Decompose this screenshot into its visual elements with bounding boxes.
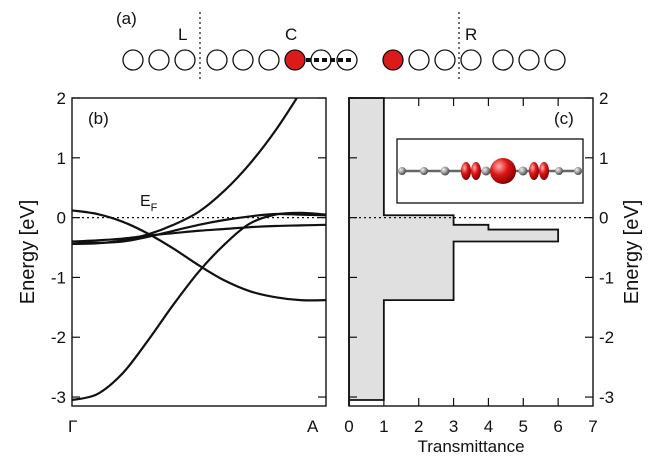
y-tick-label: -3 — [51, 388, 66, 407]
panel-b-band-structure: -3 -2 -1 0 1 2 (b) EF Γ A Energy [eV] — [17, 89, 327, 436]
x-tick-label: 7 — [588, 417, 597, 436]
x-tick-label: 1 — [379, 417, 388, 436]
y-tick-label: -2 — [51, 328, 66, 347]
orbital-lobe — [539, 162, 549, 180]
chain-atom — [174, 49, 196, 71]
fermi-label: EF — [140, 193, 158, 214]
panel-c-frame — [348, 97, 594, 407]
y-axis-title-right: Energy [eV] — [621, 200, 643, 305]
y-tick-label: 0 — [57, 209, 66, 228]
y-tick-label: -1 — [599, 268, 614, 287]
chain-atom — [492, 49, 514, 71]
chain-atom — [434, 49, 456, 71]
band-line-4 — [72, 223, 326, 243]
chain-atom — [258, 49, 280, 71]
chain-atom — [148, 49, 170, 71]
y-tick-label: 0 — [599, 209, 608, 228]
x-tick-label: 4 — [484, 417, 493, 436]
chain-atom-highlighted — [284, 49, 306, 71]
chain-atom — [460, 49, 482, 71]
atom — [398, 167, 406, 175]
band-line-3 — [72, 209, 326, 302]
panel-b-frame — [71, 97, 327, 407]
orbital-lobe — [461, 162, 471, 180]
chain-atom — [544, 49, 566, 71]
panel-a-chain-diagram: (a) L C R — [116, 9, 566, 80]
orbital-lobe — [471, 162, 481, 180]
chain-atom — [408, 49, 430, 71]
chain-atom — [232, 49, 254, 71]
y-tick-label: 2 — [57, 89, 66, 108]
x-tick-label: 2 — [414, 417, 423, 436]
atom — [555, 167, 563, 175]
band-line-5 — [72, 212, 326, 244]
panel-b-label: (b) — [88, 109, 109, 128]
x-tick-label: 3 — [449, 417, 458, 436]
x-tick-a: A — [307, 417, 319, 436]
x-tick-gamma: Γ — [68, 417, 77, 436]
atom — [574, 167, 582, 175]
region-label-left: L — [178, 25, 187, 44]
orbital-central — [490, 158, 516, 184]
x-tick-label: 0 — [344, 417, 353, 436]
orbital-lobe — [529, 162, 539, 180]
chain-atom — [122, 49, 144, 71]
panel-c-transmittance: -3 -2 -1 0 1 2 0 1 2 3 4 5 6 7 (c) Transmittance Ene… — [344, 89, 643, 456]
chain-atom — [206, 49, 228, 71]
x-axis-title: Transmittance — [417, 437, 524, 456]
y-tick-label: -2 — [599, 328, 614, 347]
atom — [481, 166, 491, 176]
x-tick-label: 5 — [519, 417, 528, 436]
x-tick-label: 6 — [553, 417, 562, 436]
panel-c-label: (c) — [554, 109, 574, 128]
transmittance-area — [348, 97, 560, 406]
region-label-center: C — [285, 25, 297, 44]
atom — [518, 166, 528, 176]
y-tick-label: 1 — [57, 149, 66, 168]
chain-atom — [518, 49, 540, 71]
atom — [420, 167, 428, 175]
y-tick-label: 1 — [599, 149, 608, 168]
region-label-right: R — [465, 25, 477, 44]
panel-a-label: (a) — [116, 9, 137, 28]
chain-atom-highlighted — [382, 49, 404, 71]
atom — [440, 166, 450, 176]
band-line-2 — [72, 211, 326, 402]
y-tick-label: -1 — [51, 268, 66, 287]
y-tick-label: 2 — [599, 89, 608, 108]
y-tick-label: -3 — [599, 388, 614, 407]
molecule-inset — [396, 138, 584, 204]
y-axis-title-left: Energy [eV] — [17, 200, 39, 305]
